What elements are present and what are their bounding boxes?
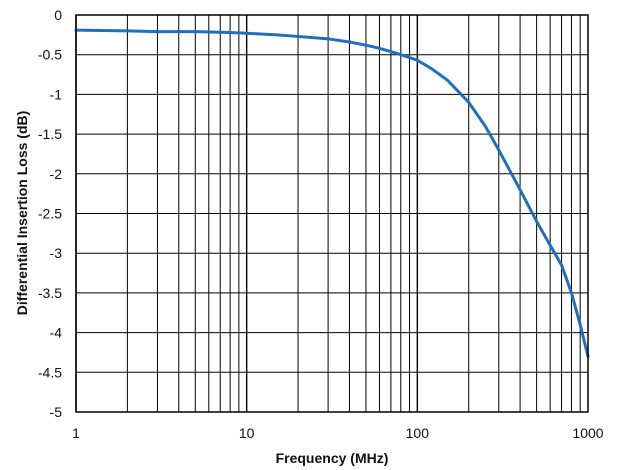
x-tick-label: 1	[72, 425, 80, 441]
y-tick-label: -2.5	[38, 206, 62, 222]
y-tick-label: -4	[50, 325, 63, 341]
tick-labels: 0 -0.5 -1 -1.5 -2 -2.5 -3 -3.5 -4 -4.5 -5 1 10 100 100…	[38, 7, 604, 441]
y-tick-label: -1	[50, 86, 63, 102]
y-tick-label: -3.5	[38, 285, 62, 301]
y-tick-label: 0	[54, 7, 62, 23]
y-tick-label: -5	[50, 404, 63, 420]
x-axis-title: Frequency (MHz)	[276, 450, 389, 466]
y-tick-label: -4.5	[38, 364, 62, 380]
x-tick-label: 1000	[572, 425, 603, 441]
y-axis-title: Differential Insertion Loss (dB)	[14, 111, 30, 316]
y-tick-label: -0.5	[38, 47, 62, 63]
series-layer	[74, 28, 590, 358]
x-tick-label: 10	[239, 425, 255, 441]
y-tick-label: -2	[50, 166, 63, 182]
grid	[75, 14, 588, 413]
plot-frame	[75, 14, 589, 413]
insertion-loss-line	[74, 28, 590, 358]
y-tick-label: -1.5	[38, 126, 62, 142]
plot-border	[75, 14, 589, 413]
y-tick-label: -3	[50, 245, 63, 261]
x-tick-label: 100	[406, 425, 430, 441]
